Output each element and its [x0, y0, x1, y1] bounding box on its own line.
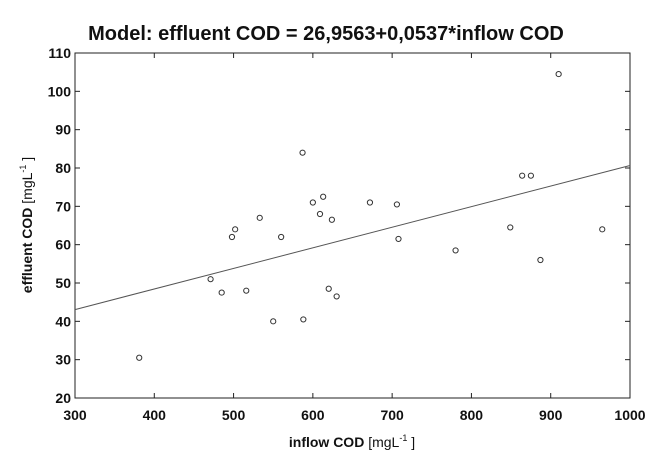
data-point-15	[328, 216, 335, 223]
data-point-7	[270, 318, 277, 325]
data-points	[136, 70, 606, 361]
y-tick-label-60: 60	[55, 237, 71, 253]
y-axis-label: effluent COD [mgL-1 ]	[18, 157, 35, 293]
x-tick-label-700: 700	[380, 407, 404, 423]
x-tick-label-500: 500	[222, 407, 246, 423]
data-point-6	[256, 214, 263, 221]
data-point-20	[452, 247, 459, 254]
y-tick-label-70: 70	[55, 198, 71, 214]
data-point-10	[300, 316, 307, 323]
x-tick-label-800: 800	[460, 407, 484, 423]
data-point-14	[325, 285, 332, 292]
x-axis-label: inflow COD [mgL-1 ]	[289, 433, 415, 450]
data-point-13	[320, 193, 327, 200]
x-tick-label-400: 400	[143, 407, 167, 423]
x-tick-label-1000: 1000	[614, 407, 645, 423]
x-tick-label-600: 600	[301, 407, 325, 423]
plot-area-frame	[74, 52, 631, 399]
data-point-1	[207, 276, 214, 283]
data-point-21	[507, 224, 514, 231]
data-point-3	[228, 233, 236, 241]
data-point-0	[136, 354, 143, 361]
y-tick-label-100: 100	[48, 83, 72, 99]
x-axis-tick-labels: 300 400 500 600 700 800 900 1000	[63, 407, 645, 423]
x-axis-ticks	[74, 53, 631, 398]
data-point-18	[393, 201, 400, 208]
data-point-24	[537, 256, 544, 264]
data-point-26	[599, 226, 606, 233]
y-tick-label-30: 30	[55, 352, 71, 368]
data-point-17	[366, 199, 374, 206]
data-point-9	[299, 149, 306, 156]
data-point-11	[309, 199, 316, 206]
y-axis-tick-labels: 20 30 40 50 60 70 80 90 100 110	[48, 45, 72, 406]
data-point-5	[243, 287, 250, 294]
y-tick-label-80: 80	[55, 160, 71, 176]
y-tick-label-20: 20	[55, 390, 71, 406]
data-point-12	[316, 210, 324, 218]
y-tick-label-50: 50	[55, 275, 71, 291]
data-point-19	[395, 235, 402, 243]
data-point-8	[278, 233, 285, 241]
data-point-25	[555, 70, 562, 78]
y-tick-label-110: 110	[48, 45, 71, 61]
y-tick-label-90: 90	[55, 122, 71, 138]
data-point-4	[232, 226, 239, 233]
data-point-22	[519, 172, 526, 179]
data-point-16	[333, 293, 340, 300]
y-tick-label-40: 40	[55, 313, 71, 329]
x-tick-label-900: 900	[539, 407, 563, 423]
chart-title: Model: effluent COD = 26,9563+0,0537*inf…	[88, 23, 564, 45]
data-point-2	[218, 289, 225, 296]
y-axis-ticks	[75, 52, 630, 399]
x-tick-label-300: 300	[63, 407, 87, 423]
regression-line	[74, 165, 631, 311]
data-point-23	[527, 172, 534, 179]
